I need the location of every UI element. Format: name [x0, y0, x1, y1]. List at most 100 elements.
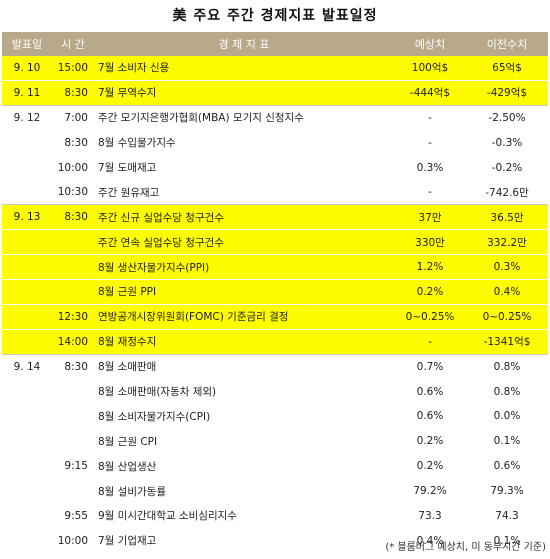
table-row: 9. 14 8:30 8월 소매판매 0.7% 0.8%	[2, 354, 548, 380]
row-previous: -2.50%	[466, 105, 548, 131]
row-previous: 0.0%	[466, 403, 548, 430]
row-date	[2, 379, 52, 405]
table-row: 9. 13 8:30 주간 신규 실업수당 청구건수 37만 36.5만	[2, 204, 548, 231]
row-date	[2, 453, 52, 480]
row-indicator: 8월 근원 CPI	[94, 428, 394, 455]
row-indicator: 7월 무역수지	[94, 80, 394, 106]
row-time	[52, 254, 94, 281]
row-time	[52, 279, 94, 305]
row-indicator: 8월 소매판매	[94, 354, 394, 380]
row-date: 9. 11	[2, 80, 52, 106]
table-row: 9:55 9월 미시간대학교 소비심리지수 73.3 74.3	[2, 503, 548, 529]
row-previous: 74.3	[466, 503, 548, 529]
row-date: 9. 10	[2, 56, 52, 81]
row-date	[2, 528, 52, 554]
row-date: 9. 12	[2, 105, 52, 131]
table-row: 14:00 8월 재정수지 - -1341억$	[2, 329, 548, 355]
row-time	[52, 478, 94, 505]
row-time: 8:30	[52, 130, 94, 156]
row-time: 9:55	[52, 503, 94, 529]
row-indicator: 7월 기업재고	[94, 528, 394, 554]
row-time: 12:30	[52, 304, 94, 330]
table-row: 8:30 8월 수입물가지수 - -0.3%	[2, 130, 548, 156]
row-forecast: -	[394, 329, 466, 355]
row-previous: 0.6%	[466, 453, 548, 480]
row-previous: -1341억$	[466, 329, 548, 355]
header-indicator: 경 제 지 표	[94, 32, 394, 56]
schedule-table: 발표일 시 간 경 제 지 표 예상치 이전수치 9. 10 15:00 7월 소비…	[2, 32, 548, 554]
table-row: 9. 12 7:00 주간 모기지은행가협회(MBA) 모기지 신청지수 - -2.50…	[2, 105, 548, 131]
row-previous: 79.3%	[466, 478, 548, 505]
row-forecast: 0~0.25%	[394, 304, 466, 330]
row-forecast: 1.2%	[394, 254, 466, 281]
row-indicator: 8월 산업생산	[94, 453, 394, 480]
row-previous: -0.3%	[466, 130, 548, 156]
row-date	[2, 428, 52, 455]
header-forecast: 예상치	[394, 32, 466, 56]
row-forecast: 0.2%	[394, 428, 466, 455]
table-row: 8월 근원 CPI 0.2% 0.1%	[2, 428, 548, 455]
row-previous: 0.4%	[466, 279, 548, 305]
row-time: 7:00	[52, 105, 94, 131]
row-indicator: 연방공개시장위원회(FOMC) 기준금리 결정	[94, 304, 394, 330]
table-row: 8월 설비가동률 79.2% 79.3%	[2, 478, 548, 505]
row-time: 8:30	[52, 204, 94, 231]
row-date	[2, 403, 52, 430]
row-forecast: 100억$	[394, 56, 466, 81]
row-date	[2, 229, 52, 256]
row-previous: 0.8%	[466, 354, 548, 380]
row-date	[2, 329, 52, 355]
row-indicator: 8월 재정수지	[94, 329, 394, 355]
row-time	[52, 428, 94, 455]
table-row: 10:00 7월 도매재고 0.3% -0.2%	[2, 155, 548, 181]
row-previous: 36.5만	[466, 204, 548, 231]
row-forecast: 330만	[394, 229, 466, 256]
table-row: 12:30 연방공개시장위원회(FOMC) 기준금리 결정 0~0.25% 0~0.2…	[2, 304, 548, 330]
row-previous: -742.6만	[466, 179, 548, 206]
row-previous: 0.1%	[466, 428, 548, 455]
row-date	[2, 503, 52, 529]
header-date: 발표일	[2, 32, 52, 56]
table-header-row: 발표일 시 간 경 제 지 표 예상치 이전수치	[2, 32, 548, 56]
row-previous: 332.2만	[466, 229, 548, 256]
row-indicator: 8월 수입물가지수	[94, 130, 394, 156]
row-date: 9. 14	[2, 354, 52, 380]
table-row: 9. 10 15:00 7월 소비자 신용 100억$ 65억$	[2, 56, 548, 81]
row-previous: 0.3%	[466, 254, 548, 281]
row-time	[52, 229, 94, 256]
row-time: 9:15	[52, 453, 94, 480]
row-previous: 0~0.25%	[466, 304, 548, 330]
row-indicator: 주간 신규 실업수당 청구건수	[94, 204, 394, 231]
row-previous: -0.2%	[466, 155, 548, 181]
row-forecast: -	[394, 179, 466, 206]
page-title: 美 주요 주간 경제지표 발표일정	[172, 8, 378, 24]
table-row: 8월 근원 PPI 0.2% 0.4%	[2, 279, 548, 305]
row-forecast: 0.6%	[394, 379, 466, 405]
table-row: 8월 소매판매(자동차 제외) 0.6% 0.8%	[2, 379, 548, 405]
table-row: 8월 소비자물가지수(CPI) 0.6% 0.0%	[2, 403, 548, 430]
row-forecast: 0.6%	[394, 403, 466, 430]
row-previous: 65억$	[466, 56, 548, 81]
table-row: 9:15 8월 산업생산 0.2% 0.6%	[2, 453, 548, 480]
row-forecast: 0.3%	[394, 155, 466, 181]
row-date	[2, 279, 52, 305]
row-indicator: 주간 연속 실업수당 청구건수	[94, 229, 394, 256]
row-time: 14:00	[52, 329, 94, 355]
row-indicator: 8월 근원 PPI	[94, 279, 394, 305]
row-forecast: 37만	[394, 204, 466, 231]
row-date	[2, 130, 52, 156]
row-date	[2, 254, 52, 281]
row-date	[2, 478, 52, 505]
row-time: 10:00	[52, 155, 94, 181]
row-time: 10:30	[52, 179, 94, 206]
row-previous: 0.1%	[466, 528, 548, 554]
table-row: 8월 생산자물가지수(PPI) 1.2% 0.3%	[2, 254, 548, 281]
header-previous: 이전수치	[466, 32, 548, 56]
table-row: 10:30 주간 원유재고 - -742.6만	[2, 179, 548, 206]
row-previous: 0.8%	[466, 379, 548, 405]
row-time: 8:30	[52, 80, 94, 106]
row-indicator: 7월 소비자 신용	[94, 56, 394, 81]
row-time	[52, 379, 94, 405]
row-indicator: 주간 원유재고	[94, 179, 394, 206]
row-time	[52, 403, 94, 430]
